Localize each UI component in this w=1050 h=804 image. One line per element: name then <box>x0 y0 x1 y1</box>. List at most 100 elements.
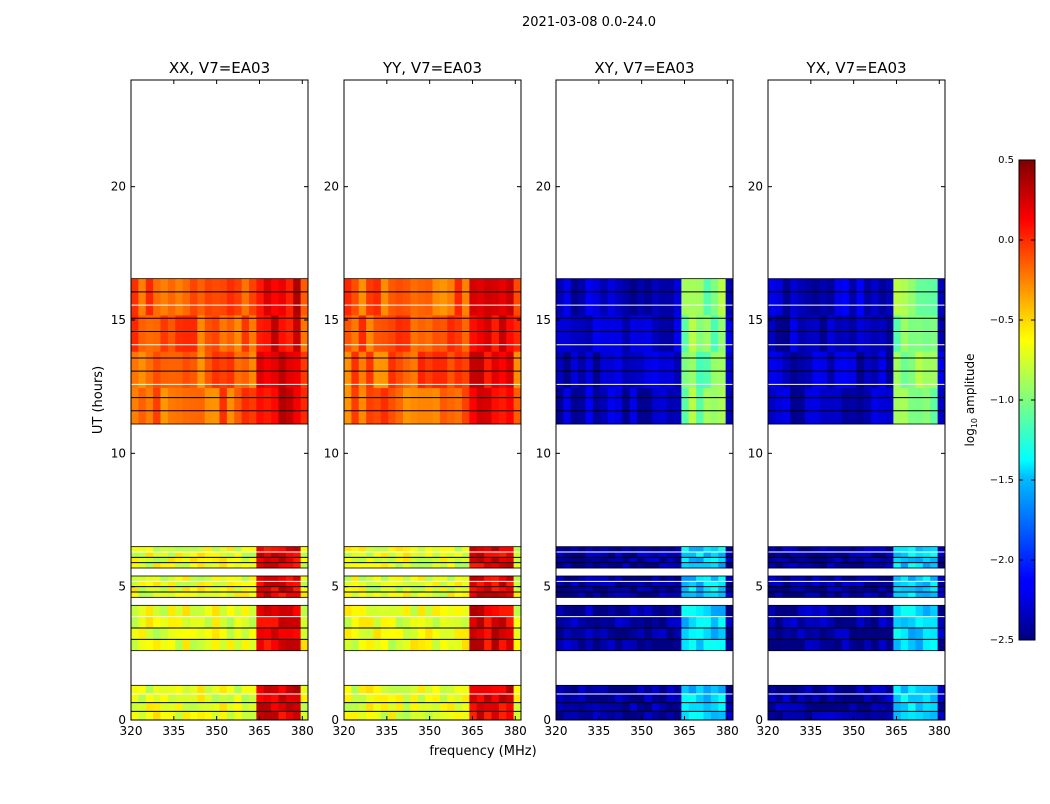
panel-1-cell <box>388 694 397 704</box>
panel-2-cell <box>666 315 675 352</box>
panel-0-cell <box>278 315 287 352</box>
panel-0-cell <box>234 557 243 564</box>
panel-2-cell <box>710 616 719 629</box>
panel-1-cell <box>425 592 433 598</box>
panel-3-cell <box>863 586 872 593</box>
panel-2-cell <box>585 685 594 695</box>
panel-1-cell <box>506 694 515 704</box>
panel-0-cell <box>138 605 147 618</box>
panel-3-cell <box>856 351 865 389</box>
panel-2-cell <box>607 278 616 316</box>
panel-1-cell <box>484 315 492 352</box>
panel-0-cell <box>175 685 184 695</box>
panel-1-cell <box>498 616 507 629</box>
panel-3-cell <box>871 581 880 588</box>
panel-0-cell <box>226 586 235 593</box>
panel-3-cell <box>768 557 776 564</box>
panel-1-cell <box>432 562 441 569</box>
panel-2-cell <box>622 702 631 712</box>
panel-0-cell <box>204 616 213 629</box>
panel-3-cell <box>856 315 865 352</box>
panel-0-cell <box>285 639 294 652</box>
panel-1-cell <box>373 581 382 588</box>
panel-2-cell <box>666 702 675 712</box>
panel-0-cell <box>197 639 206 652</box>
panel-3-cell <box>900 685 909 695</box>
panel-3-cell <box>878 351 887 389</box>
panel-1-cell <box>432 592 441 598</box>
panel-0-cell <box>190 628 198 640</box>
panel-1-cell <box>513 278 522 316</box>
panel-0-cell <box>226 557 235 564</box>
panel-0-cell <box>285 351 294 389</box>
panel-0-cell <box>234 552 243 558</box>
panel-3-cell <box>812 702 821 712</box>
panel-3-cell <box>804 702 813 712</box>
panel-2-cell <box>556 605 564 618</box>
panel-2-cell <box>696 628 704 640</box>
panel-0-cell <box>145 552 154 558</box>
panel-1-cell <box>410 616 419 629</box>
panel-2-cell <box>622 592 631 598</box>
panel-2-cell <box>570 616 579 629</box>
panel-3-cell <box>900 628 909 640</box>
panel-3-cell <box>922 278 931 316</box>
panel-3-cell <box>915 702 924 712</box>
panel-0-cell <box>249 702 257 712</box>
panel-1-cell <box>344 552 352 558</box>
panel-2-cell <box>725 702 734 712</box>
panel-2-cell <box>622 685 631 695</box>
panel-0-cell <box>234 278 243 316</box>
panel-2-cell <box>556 315 564 352</box>
panel-1-cell <box>454 387 463 425</box>
panel-0-cell <box>204 546 213 553</box>
panel-3-cell <box>812 581 821 588</box>
panel-1-cell <box>351 351 360 389</box>
panel-2-cell <box>651 552 660 558</box>
panel-1-cell <box>432 685 441 695</box>
panel-3-cell <box>871 576 880 582</box>
panel-3-cell <box>827 557 835 564</box>
panel-2-cell <box>644 711 653 721</box>
panel-2-cell <box>674 576 682 582</box>
panel-3-cell <box>841 639 850 652</box>
panel-2-cell <box>563 711 572 721</box>
panel-2-cell <box>681 562 690 569</box>
panel-0-cell <box>263 685 272 695</box>
panel-3-cell <box>922 581 931 588</box>
panel-1-cell <box>388 702 397 712</box>
panel-2-cell <box>570 639 579 652</box>
panel-0-cell <box>175 694 184 704</box>
panel-2-cell <box>637 685 645 695</box>
panel-0-cell <box>145 315 154 352</box>
panel-2-cell <box>637 581 645 588</box>
panel-2-cell <box>600 685 609 695</box>
panel-0-cell <box>131 557 139 564</box>
panel-2-cell <box>615 639 623 652</box>
panel-3-cell <box>937 605 946 618</box>
panel-3-cell <box>790 685 798 695</box>
panel-3-cell <box>908 711 916 721</box>
panel-2-cell <box>563 562 572 569</box>
panel-0-cell <box>271 616 279 629</box>
panel-3-cell <box>863 562 872 569</box>
panel-0-cell <box>241 351 250 389</box>
panel-0-cell <box>271 694 279 704</box>
panel-3-cell <box>900 586 909 593</box>
panel-3-cell <box>900 592 909 598</box>
panel-3-cell <box>819 592 828 598</box>
panel-1-cell <box>447 616 456 629</box>
panel-3-cell <box>856 576 865 582</box>
panel-1-cell <box>388 557 397 564</box>
panel-1-cell <box>358 605 367 618</box>
panel-2-cell <box>592 557 601 564</box>
panel-1-cell <box>484 711 492 721</box>
panel-3-cell <box>937 387 946 425</box>
panel-0-cell <box>219 586 228 593</box>
panel-0-cell <box>263 351 272 389</box>
panel-2-cell <box>615 387 623 425</box>
panel-3-cell <box>893 639 902 652</box>
panel-0-cell <box>241 616 250 629</box>
panel-0-cell <box>249 628 257 640</box>
panel-0-cell <box>153 576 161 582</box>
